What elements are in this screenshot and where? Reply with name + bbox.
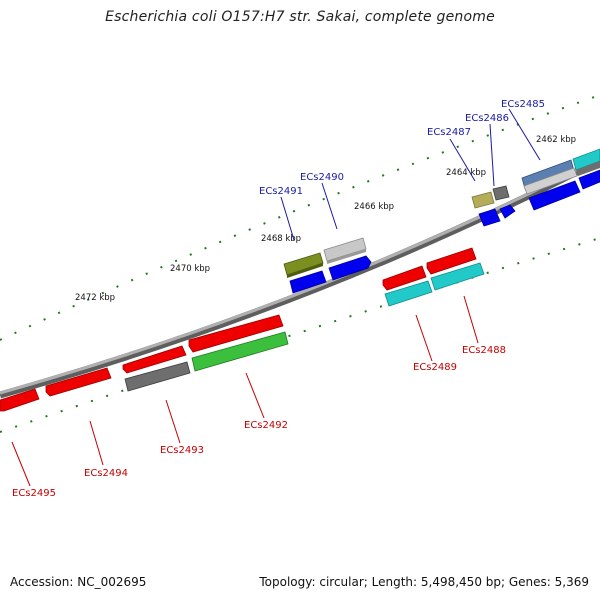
feature-light-2462[interactable] [523,167,578,195]
feature-cyan-2461[interactable] [572,148,600,171]
feature-ecs2490[interactable] [323,237,367,264]
cds-plus-2464a[interactable] [478,208,501,227]
cds-minus-2493a[interactable] [122,345,187,374]
kbp-label-2472: 2472 kbp [75,293,115,303]
feature-ecs2488[interactable] [430,262,485,291]
leaders-plus [280,108,541,241]
feature-ecs2492[interactable] [191,331,289,372]
feature-ecs2486[interactable] [492,185,510,201]
gene-label-ecs2486[interactable]: ECs2486 [465,113,509,124]
kbp-label-2470: 2470 kbp [170,264,210,274]
cds-minus-2489[interactable] [382,265,427,291]
gene-label-ecs2489[interactable]: ECs2489 [413,362,457,373]
gene-label-ecs2487[interactable]: ECs2487 [427,127,471,138]
feature-ecs2487[interactable] [471,191,495,209]
kbp-label-2466: 2466 kbp [354,202,394,212]
gene-label-ecs2495[interactable]: ECs2495 [12,488,56,499]
map-title: Escherichia coli O157:H7 str. Sakai, com… [105,9,495,25]
feature-ecs2491[interactable] [283,252,324,278]
gene-label-ecs2492[interactable]: ECs2492 [244,420,288,431]
gene-label-ecs2491[interactable]: ECs2491 [259,186,303,197]
cds-plus-2462[interactable] [528,180,581,211]
cds-plus-2464b[interactable] [499,204,516,219]
cds-minus-2494[interactable] [45,367,112,397]
accession-text: Accession: NC_002695 [10,575,147,589]
feature-ecs2489[interactable] [384,280,433,307]
leaders-minus [11,295,479,487]
gene-label-ecs2490[interactable]: ECs2490 [300,172,344,183]
cds-plus-2467[interactable] [328,255,372,281]
feature-ecs2493[interactable] [124,361,191,392]
gene-label-ecs2488[interactable]: ECs2488 [462,345,506,356]
backbone-arc-shadow [0,156,600,399]
kbp-label-2462: 2462 kbp [536,135,576,145]
kbp-label-2468: 2468 kbp [261,234,301,244]
gene-label-ecs2485[interactable]: ECs2485 [501,99,545,110]
cds-plus-2461[interactable] [578,169,600,190]
backbone-arc [0,156,600,395]
cds-minus-2488[interactable] [426,247,477,275]
kbp-label-2464: 2464 kbp [446,168,486,178]
tick-ring-outer [0,94,600,341]
gene-label-ecs2493[interactable]: ECs2493 [160,445,204,456]
genome-summary-text: Topology: circular; Length: 5,498,450 bp… [259,575,589,589]
cds-plus-2468a[interactable] [289,270,327,294]
cds-minus-2492a[interactable] [188,314,284,353]
feature-grey-2461[interactable] [576,161,600,176]
gene-label-ecs2494[interactable]: ECs2494 [84,468,128,479]
cds-minus-2495[interactable] [0,388,40,412]
